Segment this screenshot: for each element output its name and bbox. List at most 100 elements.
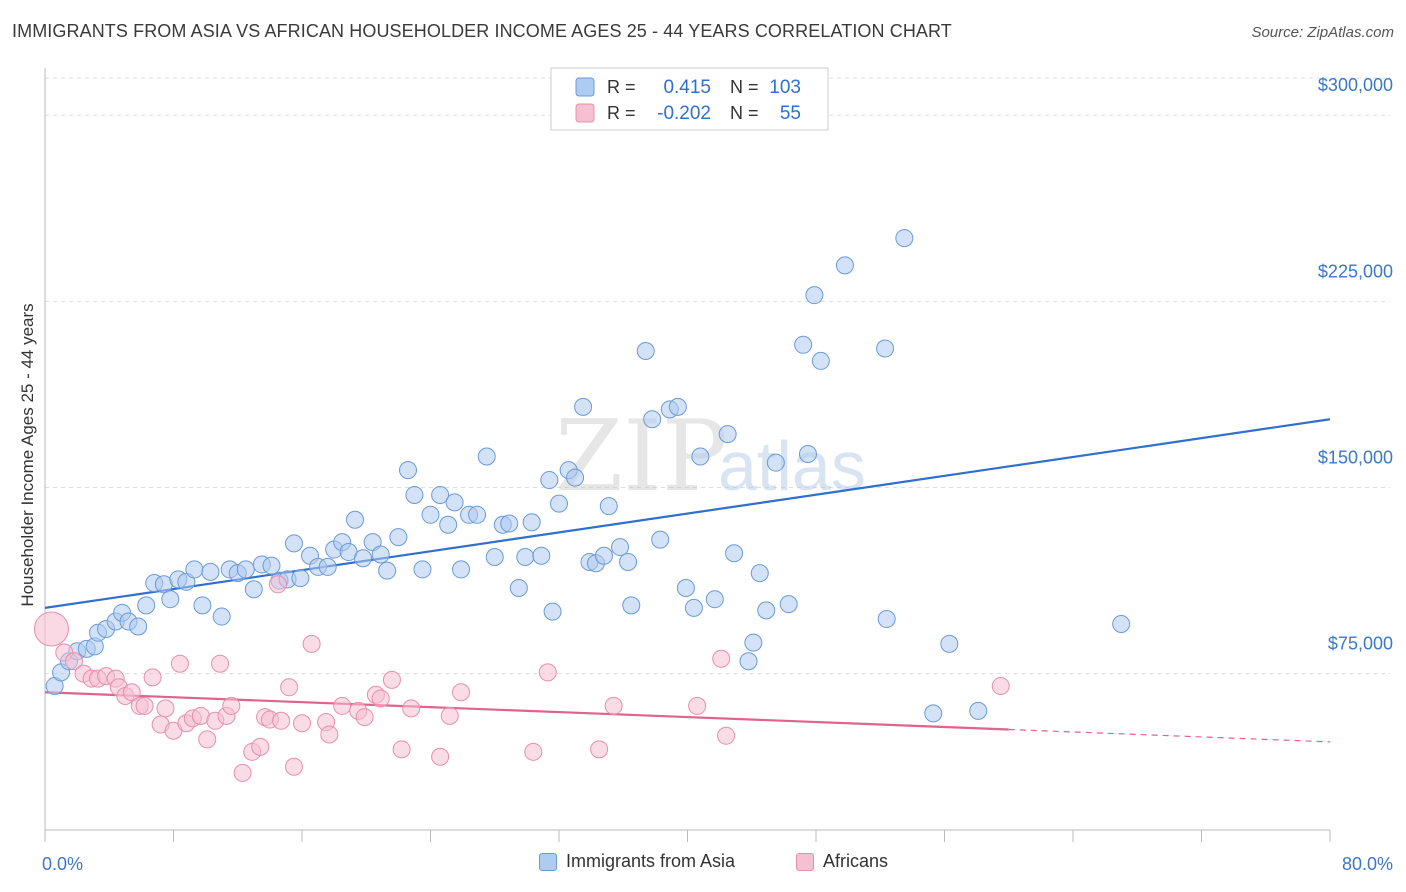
point-asia — [611, 538, 630, 557]
point-africa — [333, 696, 352, 715]
bottom-legend-swatch-africa — [796, 852, 814, 871]
point-africa — [524, 742, 543, 761]
x-tick-label-min: 0.0% — [42, 854, 83, 874]
point-asia — [668, 397, 687, 416]
point-asia — [532, 546, 551, 565]
point-asia — [212, 607, 231, 626]
point-asia — [509, 579, 528, 598]
y-tick-label: $75,000 — [1328, 634, 1393, 654]
point-asia — [540, 471, 559, 490]
point-asia — [185, 560, 204, 579]
point-africa — [355, 708, 374, 727]
point-africa — [268, 575, 287, 594]
x-tick-label-max: 80.0% — [1342, 854, 1393, 874]
point-asia — [1112, 615, 1131, 634]
point-asia — [452, 560, 471, 579]
point-africa — [452, 683, 471, 702]
point-asia — [566, 468, 585, 487]
point-africa — [440, 706, 459, 725]
point-asia — [193, 596, 212, 615]
point-asia — [284, 534, 303, 553]
point-asia — [877, 610, 896, 629]
point-asia — [346, 510, 365, 529]
bottom-legend-swatch-asia — [539, 852, 557, 871]
data-points — [33, 229, 1131, 782]
point-africa — [538, 663, 557, 682]
point-africa — [284, 757, 303, 776]
legend-n-label-africa: N = — [730, 103, 759, 123]
watermark: ZIP atlas — [555, 400, 866, 514]
point-africa — [712, 649, 731, 668]
point-asia — [522, 513, 541, 532]
y-axis-label: Householder Income Ages 25 - 44 years — [18, 303, 37, 606]
bottom-legend-label-asia: Immigrants from Asia — [566, 851, 736, 871]
bottom-legend-label-africa: Africans — [823, 851, 889, 871]
watermark-atlas: atlas — [718, 427, 866, 505]
trend-line-africa — [44, 691, 1009, 731]
point-asia — [676, 579, 695, 598]
point-africa — [402, 699, 421, 718]
point-africa — [222, 696, 241, 715]
point-asia — [766, 453, 785, 472]
point-asia — [805, 286, 824, 305]
point-asia — [739, 652, 758, 671]
y-tick-label: $225,000 — [1318, 261, 1393, 281]
point-asia — [291, 569, 310, 588]
point-africa — [170, 654, 189, 673]
point-asia — [389, 528, 408, 547]
point-asia — [622, 596, 641, 615]
legend-r-label-asia: R = — [607, 77, 636, 97]
point-asia — [643, 410, 662, 429]
legend-swatch-asia — [575, 77, 595, 97]
bottom-legend: Immigrants from Asia Africans — [0, 851, 1406, 879]
point-asia — [876, 339, 895, 358]
y-tick-label: $300,000 — [1318, 75, 1393, 95]
point-asia — [779, 595, 798, 614]
point-asia — [439, 515, 458, 534]
legend-r-label-africa: R = — [607, 103, 636, 123]
point-asia — [543, 602, 562, 621]
point-asia — [969, 701, 988, 720]
point-asia — [574, 397, 593, 416]
legend-n-label-asia: N = — [730, 77, 759, 97]
y-tick-label: $150,000 — [1318, 448, 1393, 468]
point-africa — [211, 654, 230, 673]
point-asia — [137, 596, 156, 615]
point-asia — [201, 562, 220, 581]
point-africa — [382, 670, 401, 689]
axis-labels: $75,000 $150,000 $225,000 $300,000 0.0% 80.0%… — [18, 75, 1393, 874]
legend-box: R = 0.415 N = 103 R = -0.202 N = 55 — [550, 67, 829, 131]
point-asia — [895, 229, 914, 248]
point-africa — [431, 747, 450, 766]
point-asia — [236, 560, 255, 579]
trend-lines — [44, 418, 1331, 743]
point-asia — [413, 560, 432, 579]
point-asia — [599, 497, 618, 516]
point-asia — [940, 634, 959, 653]
axes — [44, 68, 1331, 842]
legend-r-value-asia: 0.415 — [663, 77, 711, 98]
point-asia — [744, 633, 763, 652]
point-asia — [244, 580, 263, 599]
trend-line-africa-extension — [1008, 728, 1331, 743]
point-asia — [262, 556, 281, 575]
point-asia — [550, 494, 568, 513]
point-africa — [272, 711, 291, 730]
legend-n-value-africa: 55 — [780, 103, 801, 124]
point-asia — [516, 547, 535, 566]
point-africa — [371, 689, 390, 708]
source-label: Source: ZipAtlas.com — [1251, 24, 1394, 41]
point-asia — [750, 564, 769, 583]
point-asia — [619, 552, 638, 571]
point-africa — [33, 611, 69, 647]
point-africa — [198, 730, 217, 749]
point-asia — [421, 505, 440, 524]
point-asia — [445, 493, 464, 512]
point-asia — [485, 547, 504, 566]
point-asia — [399, 461, 418, 480]
point-asia — [757, 601, 776, 620]
point-asia — [835, 256, 854, 275]
point-asia — [477, 447, 496, 466]
point-asia — [378, 561, 397, 580]
